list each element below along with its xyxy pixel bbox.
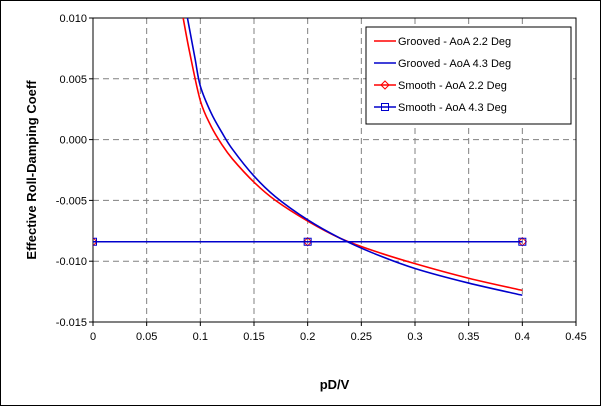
- legend-entry-label: Smooth - AoA 2.2 Deg: [398, 80, 507, 92]
- x-tick-label: 0.1: [193, 331, 208, 343]
- x-tick-label: 0.15: [243, 331, 264, 343]
- plot-area: [92, 17, 577, 323]
- x-tick-label: 0.25: [351, 331, 372, 343]
- legend-entry-label: Grooved - AoA 2.2 Deg: [398, 36, 511, 48]
- x-tick-label: 0: [90, 331, 96, 343]
- y-tick-label: -0.015: [56, 317, 87, 329]
- series-line-1: [182, 18, 523, 292]
- legend-box: [365, 26, 572, 125]
- data-point-series-3: [93, 237, 98, 247]
- y-axis-title: Effective Roll-Damping Coeff: [24, 80, 39, 260]
- x-tick-label: 0.2: [300, 331, 315, 343]
- x-axis-title: pD/V: [320, 377, 350, 392]
- y-tick-label: 0.005: [59, 74, 87, 86]
- data-point-series-4: [518, 237, 527, 246]
- legend-marker: [381, 103, 389, 111]
- data-point-series-4: [303, 237, 312, 246]
- legend-marker: [380, 80, 390, 90]
- y-tick-label: 0.010: [59, 13, 87, 25]
- y-tick-label: -0.005: [56, 195, 87, 207]
- x-tick-label: 0.4: [515, 331, 530, 343]
- x-tick-label: 0.45: [565, 331, 586, 343]
- tick-labels: 0 0.05 0.1 0.15 0.2 0.25 0.3 0.35 0.4 0.45 0.010 0.…: [56, 13, 587, 343]
- x-tick-label: 0.05: [136, 331, 157, 343]
- legend: Grooved - AoA 2.2 Deg Grooved - AoA 4.3 D…: [365, 26, 572, 125]
- data-point-series-4: [93, 237, 97, 246]
- y-tick-label: 0.000: [59, 135, 87, 147]
- x-tick-label: 0.35: [458, 331, 479, 343]
- legend-entry-label: Smooth - AoA 4.3 Deg: [398, 102, 507, 114]
- series-layer: [93, 18, 528, 297]
- x-tick-label: 0.3: [407, 331, 422, 343]
- y-tick-label: -0.010: [56, 256, 87, 268]
- series-line-2: [186, 18, 523, 297]
- legend-entry-label: Grooved - AoA 4.3 Deg: [398, 58, 511, 70]
